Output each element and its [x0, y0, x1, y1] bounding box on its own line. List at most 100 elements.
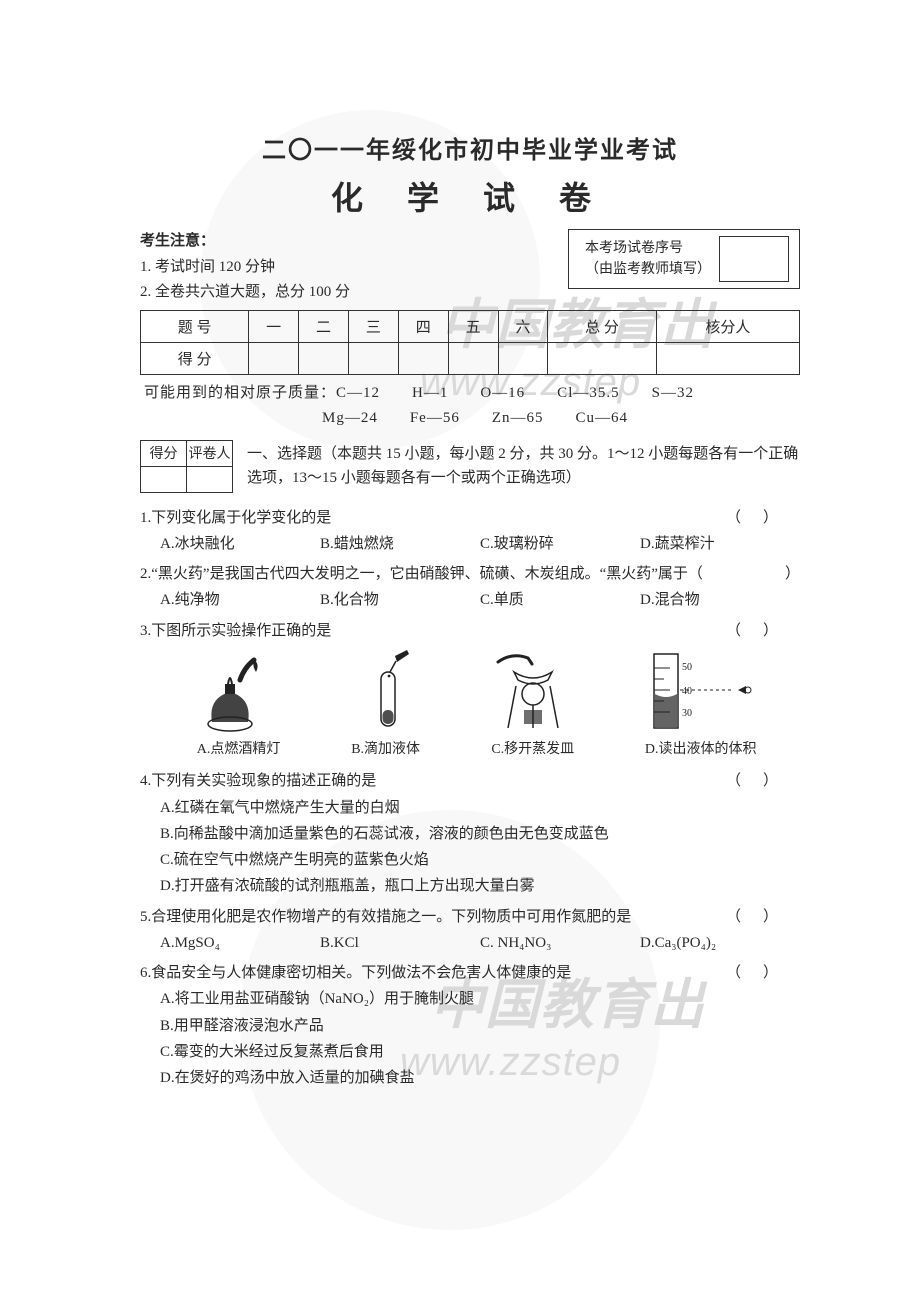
q2-option-a: A.纯净物 — [160, 587, 320, 613]
content: 二〇一一年绥化市初中毕业学业考试 化 学 试 卷 考生注意： 1. 考试时间 1… — [140, 130, 800, 1091]
seq-box-line: 本考场试卷序号 — [585, 238, 711, 259]
dropper-tube-icon — [351, 650, 421, 734]
score-cell — [299, 342, 349, 374]
q4-option-b: B.向稀盐酸中滴加适量紫色的石蕊试液，溶液的颜色由无色变成蓝色 — [160, 821, 800, 847]
q5-option-b: B.KCl — [320, 930, 480, 956]
score-row-label: 得 分 — [141, 342, 249, 374]
q3-option-b: B.滴加液体 — [351, 738, 420, 763]
exam-title-line1: 二〇一一年绥化市初中毕业学业考试 — [140, 130, 800, 165]
q2-option-b: B.化合物 — [320, 587, 480, 613]
score-cell — [656, 342, 799, 374]
answer-paren: （） — [726, 768, 800, 794]
seq-box-blank — [719, 236, 789, 282]
question-4: 4.下列有关实验现象的描述正确的是 （） A.红磷在氧气中燃烧产生大量的白烟 B… — [140, 768, 800, 899]
atomic-row2: Mg—24 Fe—56 Zn—65 Cu—64 — [144, 406, 800, 432]
score-col: 总 分 — [548, 310, 656, 342]
score-col: 三 — [348, 310, 398, 342]
q5-option-d: D.Ca₃(PO₄)₂ — [640, 930, 800, 956]
seq-box-line: （由监考教师填写） — [585, 259, 711, 280]
q4-option-d: D.打开盛有浓硫酸的试剂瓶瓶盖，瓶口上方出现大量白雾 — [160, 873, 800, 899]
mini-cell: 评卷人 — [187, 440, 233, 466]
score-col: 核分人 — [656, 310, 799, 342]
q1-stem: 1.下列变化属于化学变化的是 — [140, 505, 331, 531]
answer-paren: （） — [726, 960, 800, 986]
exam-title-line2: 化 学 试 卷 — [140, 173, 800, 219]
q6-option-a: A.将工业用盐亚硝酸钠（NaNO₂）用于腌制火腿 — [160, 986, 800, 1012]
mini-score-table: 得分 评卷人 — [140, 440, 233, 493]
notice-row: 考生注意： 1. 考试时间 120 分钟 2. 全卷共六道大题，总分 100 分… — [140, 229, 800, 306]
q6-option-d: D.在煲好的鸡汤中放入适量的加碘食盐 — [160, 1065, 800, 1091]
mini-cell: 得分 — [141, 440, 187, 466]
score-cell — [448, 342, 498, 374]
section1-desc: 一、选择题（本题共 15 小题，每小题 2 分，共 30 分。1～12 小题每题… — [247, 440, 800, 492]
score-cell — [398, 342, 448, 374]
table-row: 得 分 — [141, 342, 800, 374]
q1-option-d: D.蔬菜榨汁 — [640, 531, 800, 557]
notice-item: 2. 全卷共六道大题，总分 100 分 — [140, 280, 550, 306]
answer-paren: （） — [726, 618, 800, 644]
section1-header: 得分 评卷人 一、选择题（本题共 15 小题，每小题 2 分，共 30 分。1～… — [140, 440, 800, 493]
q2-option-d: D.混合物 — [640, 587, 800, 613]
q6-option-b: B.用甲醛溶液浸泡水产品 — [160, 1013, 800, 1039]
seq-box-text: 本考场试卷序号 （由监考教师填写） — [579, 236, 717, 282]
q5-option-a: A.MgSO₄ — [160, 930, 320, 956]
q1-option-c: C.玻璃粉碎 — [480, 531, 640, 557]
alcohol-lamp-icon — [194, 650, 284, 734]
q3-option-a: A.点燃酒精灯 — [197, 738, 281, 763]
q5-stem: 5.合理使用化肥是农作物增产的有效措施之一。下列物质中可用作氮肥的是 — [140, 904, 631, 930]
q1-option-b: B.蜡烛燃烧 — [320, 531, 480, 557]
score-cell — [348, 342, 398, 374]
q3-fig-c: C.移开蒸发皿 — [488, 650, 578, 763]
question-3: 3.下图所示实验操作正确的是 （） A.点燃酒精灯 — [140, 618, 800, 765]
notice-left: 考生注意： 1. 考试时间 120 分钟 2. 全卷共六道大题，总分 100 分 — [140, 229, 550, 306]
score-table: 题 号 一 二 三 四 五 六 总 分 核分人 得 分 — [140, 310, 800, 375]
mini-cell — [141, 466, 187, 492]
score-col: 四 — [398, 310, 448, 342]
evaporating-dish-icon — [488, 650, 578, 734]
atomic-mass-block: 可能用到的相对原子质量：C—12 H—1 O—16 Cl—35.5 S—32 M… — [144, 381, 800, 432]
answer-paren-close: ） — [763, 561, 800, 587]
q2-stem: 2.“黑火药”是我国古代四大发明之一，它由硝酸钾、硫磺、木炭组成。“黑火药”属于… — [140, 561, 703, 587]
q3-option-d: D.读出液体的体积 — [645, 738, 757, 763]
atomic-row1: C—12 H—1 O—16 Cl—35.5 S—32 — [336, 385, 694, 401]
q5-option-c: C. NH₄NO₃ — [480, 930, 640, 956]
q1-option-a: A.冰块融化 — [160, 531, 320, 557]
notice-label: 考生注意： — [140, 229, 550, 255]
exam-page: 中国教育出 www.zzstep 中国教育出 www.zzstep 二〇一一年绥… — [0, 0, 920, 1302]
q3-fig-a: A.点燃酒精灯 — [194, 650, 284, 763]
score-col: 六 — [498, 310, 548, 342]
cyl-tick: 50 — [682, 662, 692, 673]
mini-cell — [187, 466, 233, 492]
table-row: 题 号 一 二 三 四 五 六 总 分 核分人 — [141, 310, 800, 342]
q4-option-c: C.硫在空气中燃烧产生明亮的蓝紫色火焰 — [160, 847, 800, 873]
q2-option-c: C.单质 — [480, 587, 640, 613]
q4-option-a: A.红磷在氧气中燃烧产生大量的白烟 — [160, 795, 800, 821]
question-1: 1.下列变化属于化学变化的是 （） A.冰块融化 B.蜡烛燃烧 C.玻璃粉碎 D… — [140, 505, 800, 558]
q6-option-c: C.霉变的大米经过反复蒸煮后食用 — [160, 1039, 800, 1065]
score-cell — [548, 342, 656, 374]
q3-option-c: C.移开蒸发皿 — [491, 738, 574, 763]
score-cell — [249, 342, 299, 374]
atomic-prefix: 可能用到的相对原子质量： — [144, 385, 336, 401]
notice-item: 1. 考试时间 120 分钟 — [140, 255, 550, 281]
q3-stem: 3.下图所示实验操作正确的是 — [140, 618, 331, 644]
question-5: 5.合理使用化肥是农作物增产的有效措施之一。下列物质中可用作氮肥的是 （） A.… — [140, 904, 800, 957]
score-head-label: 题 号 — [141, 310, 249, 342]
graduated-cylinder-icon: 50 40 30 — [646, 650, 756, 734]
question-6: 6.食品安全与人体健康密切相关。下列做法不会危害人体健康的是 （） A.将工业用… — [140, 960, 800, 1091]
q3-figures: A.点燃酒精灯 B.滴加液体 — [140, 644, 800, 765]
answer-paren: （） — [726, 904, 800, 930]
score-col: 二 — [299, 310, 349, 342]
score-cell — [498, 342, 548, 374]
score-col: 五 — [448, 310, 498, 342]
q3-fig-b: B.滴加液体 — [351, 650, 421, 763]
cyl-tick: 40 — [682, 686, 692, 697]
cyl-tick: 30 — [682, 708, 692, 719]
q4-stem: 4.下列有关实验现象的描述正确的是 — [140, 768, 376, 794]
question-2: 2.“黑火药”是我国古代四大发明之一，它由硝酸钾、硫磺、木炭组成。“黑火药”属于… — [140, 561, 800, 614]
answer-paren: （） — [726, 505, 800, 531]
q6-stem: 6.食品安全与人体健康密切相关。下列做法不会危害人体健康的是 — [140, 960, 571, 986]
q3-fig-d: 50 40 30 D.读出液体的体积 — [645, 650, 757, 763]
score-col: 一 — [249, 310, 299, 342]
seq-number-box: 本考场试卷序号 （由监考教师填写） — [568, 229, 800, 289]
